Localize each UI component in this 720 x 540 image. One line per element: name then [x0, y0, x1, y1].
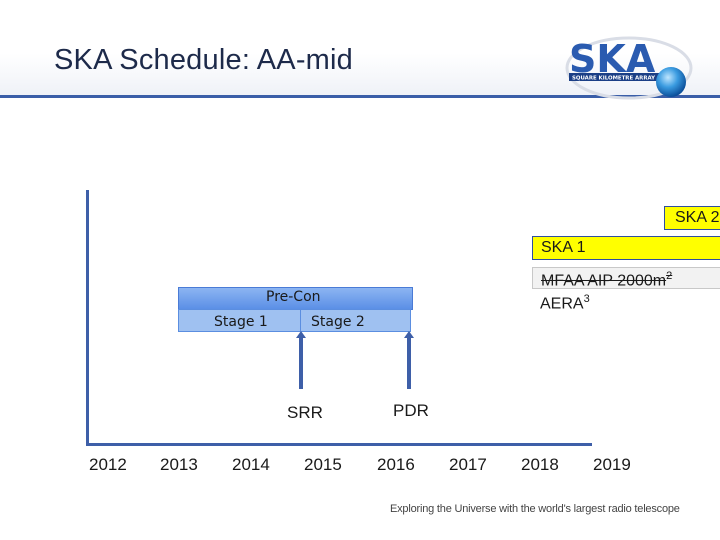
- ska2-label: SKA 2: [675, 209, 720, 226]
- stage2-label: Stage 2: [311, 314, 365, 330]
- pdr-milestone-label: PDR: [393, 401, 429, 420]
- globe-icon: [656, 67, 686, 97]
- year-label: 2013: [160, 455, 198, 474]
- srr-milestone-label: SRR: [287, 403, 323, 422]
- aera-superscript: 3: [583, 293, 590, 305]
- timeline-horizontal-axis: [86, 443, 592, 446]
- footer-tagline: Exploring the Universe with the world's …: [390, 503, 680, 515]
- mfaa-superscript: 2: [666, 270, 673, 282]
- aera-label: AERA: [540, 295, 584, 313]
- header-divider: [0, 95, 720, 98]
- ska1-bar: SKA 1: [532, 236, 720, 260]
- year-label: 2014: [232, 455, 270, 474]
- year-label: 2019: [593, 455, 631, 474]
- logo-subtitle: SQUARE KILOMETRE ARRAY: [572, 76, 655, 82]
- year-label: 2016: [377, 455, 415, 474]
- stage2-bar: [300, 309, 411, 332]
- precon-label: Pre-Con: [266, 289, 321, 305]
- mfaa-aip-bar: MFAA AIP 2000m2: [532, 267, 720, 289]
- pdr-arrow-icon: [404, 331, 414, 389]
- timeline-vertical-axis: [86, 190, 89, 445]
- year-label: 2015: [304, 455, 342, 474]
- mfaa-label: MFAA AIP 2000m: [541, 272, 667, 290]
- srr-arrow-icon: [296, 331, 306, 389]
- year-label: 2017: [449, 455, 487, 474]
- year-label: 2018: [521, 455, 559, 474]
- stage1-label: Stage 1: [214, 314, 268, 330]
- year-label: 2012: [89, 455, 127, 474]
- ska-logo: SKA SQUARE KILOMETRE ARRAY: [565, 36, 693, 100]
- ska2-bar: SKA 2: [664, 206, 720, 230]
- ska1-label: SKA 1: [541, 239, 586, 256]
- slide-title: SKA Schedule: AA-mid: [54, 44, 353, 76]
- aera-label-wrap: AERA3: [540, 293, 590, 313]
